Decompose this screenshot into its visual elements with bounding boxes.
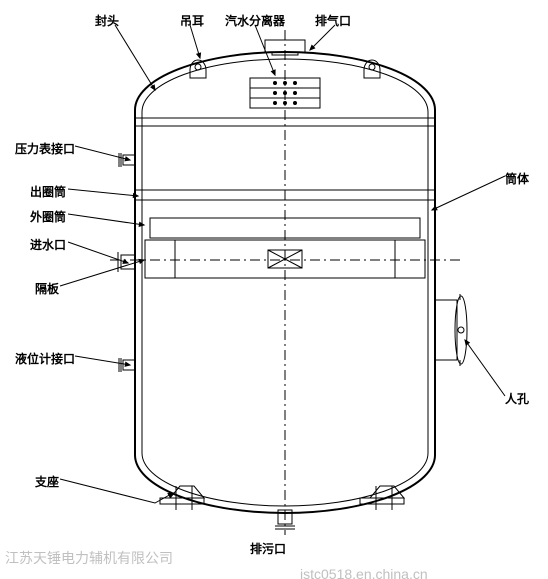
label-inlet: 进水口 [30, 236, 66, 253]
vessel-diagram [0, 0, 548, 579]
label-lug: 吊耳 [180, 12, 204, 29]
label-head: 封头 [95, 12, 119, 29]
watermark-1: jstc0518.en.china.cn [300, 566, 428, 579]
label-shell: 筒体 [505, 170, 529, 187]
label-pressure: 压力表接口 [15, 140, 75, 157]
label-outcyl: 出圈筒 [30, 183, 66, 200]
label-separator: 汽水分离器 [225, 12, 285, 29]
watermark-0: 江苏天锤电力辅机有限公司 [5, 548, 173, 568]
label-manhole: 人孔 [505, 390, 529, 407]
label-outer: 外圈筒 [30, 208, 66, 225]
label-vent: 排气口 [315, 12, 351, 29]
label-level: 液位计接口 [15, 350, 75, 367]
label-support: 支座 [35, 473, 59, 490]
label-baffle: 隔板 [35, 280, 59, 297]
label-drain: 排污口 [250, 540, 286, 557]
